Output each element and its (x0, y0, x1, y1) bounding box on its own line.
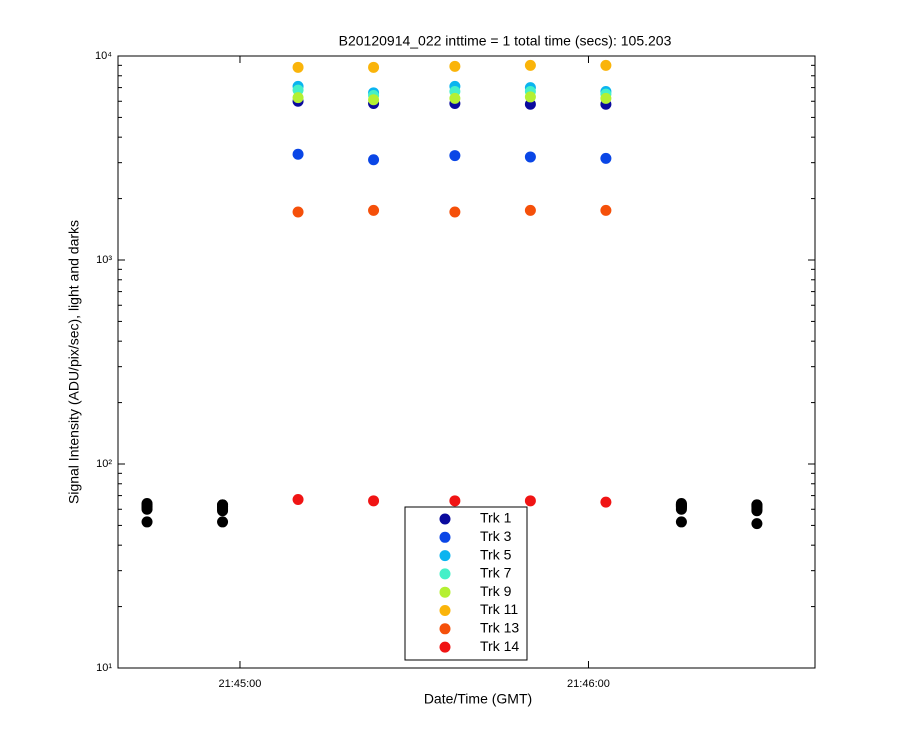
point (292, 92, 304, 104)
point (449, 206, 461, 218)
point (600, 496, 612, 508)
legend-marker (439, 605, 451, 616)
dark-point (217, 499, 229, 511)
point (449, 60, 461, 72)
point (368, 495, 380, 507)
point (368, 154, 380, 166)
point (524, 59, 536, 71)
legend-box (404, 506, 528, 661)
point (449, 92, 461, 104)
y-tick-label: 10³ (96, 254, 112, 266)
legend-marker (439, 623, 451, 635)
legend-label: Trk 11 (480, 601, 518, 617)
point (600, 152, 612, 164)
y-tick-label: 10¹ (96, 662, 112, 674)
legend-label: Trk 1 (480, 510, 512, 526)
point (368, 61, 380, 73)
x-axis-label: Date/Time (GMT) (424, 691, 532, 707)
legend-marker (439, 568, 451, 580)
point (449, 150, 461, 162)
point (600, 92, 612, 104)
point (292, 206, 304, 218)
y-axis-label: Signal Intensity (ADU/pix/sec), light an… (66, 220, 82, 504)
legend-label: Trk 7 (480, 565, 512, 581)
point (600, 204, 612, 216)
dark-point (675, 498, 687, 510)
legend-marker (439, 586, 451, 598)
point (524, 151, 536, 163)
dark-point (675, 516, 687, 528)
dark-point (751, 518, 763, 530)
legend-marker (439, 531, 451, 543)
legend-label: Trk 13 (480, 620, 519, 636)
chart-title: B20120914_022 inttime = 1 total time (se… (339, 33, 672, 49)
point (292, 61, 304, 73)
point (368, 94, 380, 106)
point (368, 204, 380, 216)
legend-label: Trk 3 (480, 528, 512, 544)
y-tick-label: 10² (96, 458, 112, 470)
dark-point (217, 516, 229, 528)
legend-label: Trk 14 (480, 638, 519, 654)
plot-frame (117, 55, 816, 669)
legend-label: Trk 9 (480, 583, 512, 599)
legend-label: Trk 5 (480, 546, 512, 562)
point (600, 59, 612, 71)
point (449, 495, 461, 507)
x-tick-label: 21:46:00 (567, 678, 610, 690)
legend-marker (439, 641, 451, 653)
point (524, 204, 536, 216)
dark-point (751, 499, 763, 511)
point (524, 495, 536, 507)
legend-marker (439, 550, 451, 562)
y-tick-label: 10⁴ (95, 50, 112, 62)
dark-point (141, 516, 153, 528)
point (292, 493, 304, 505)
x-tick-label: 21:45:00 (219, 678, 262, 690)
point (524, 91, 536, 103)
dark-point (141, 498, 153, 510)
legend-marker (439, 513, 451, 525)
point (292, 148, 304, 160)
